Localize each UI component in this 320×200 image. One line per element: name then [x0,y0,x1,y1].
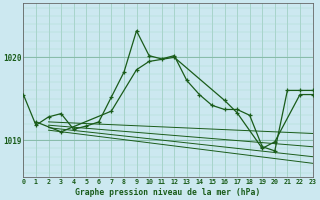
X-axis label: Graphe pression niveau de la mer (hPa): Graphe pression niveau de la mer (hPa) [75,188,260,197]
